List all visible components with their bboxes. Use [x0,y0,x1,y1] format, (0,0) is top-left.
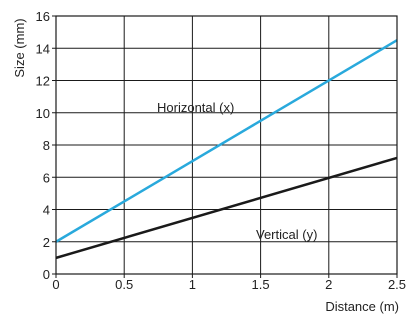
y-tick-label: 14 [36,41,50,56]
plot-border [55,15,398,275]
y-tick-label: 6 [43,170,50,185]
y-tick-labels: 0 2 4 6 8 10 12 14 16 [36,9,50,282]
series-lines [55,39,398,260]
x-tick-labels: 0 0.5 1 1.5 2 2.5 [52,277,406,292]
x-tick-label: 2 [325,277,332,292]
y-tick-label: 12 [36,74,50,89]
x-tick-label: 2.5 [388,277,406,292]
y-tick-label: 8 [43,138,50,153]
plot-frame [52,15,398,278]
annotation-horizontal: Horizontal (x) [157,100,234,115]
y-axis-label: Size (mm) [12,18,27,77]
grid [56,16,397,274]
series-line-vertical [55,156,398,260]
x-tick-label: 1 [189,277,196,292]
series-line-horizontal [55,39,398,243]
y-tick-label: 4 [43,203,50,218]
x-axis-label: Distance (m) [325,299,399,314]
y-tick-label: 2 [43,235,50,250]
x-tick-label: 1.5 [252,277,270,292]
y-tick-label: 10 [36,106,50,121]
y-tick-label: 16 [36,9,50,24]
y-tick-label: 0 [43,267,50,282]
annotation-vertical: Vertical (y) [256,227,317,242]
x-tick-label: 0 [52,277,59,292]
x-tick-label: 0.5 [115,277,133,292]
